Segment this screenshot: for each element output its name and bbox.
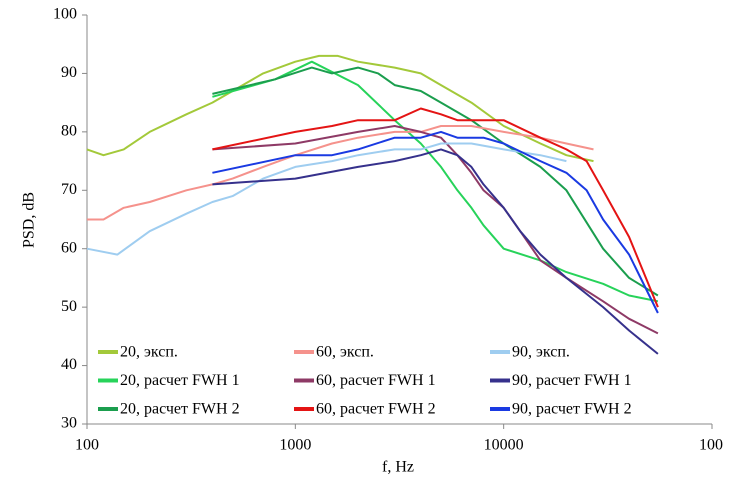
- x-tick-label: 10000: [484, 437, 524, 454]
- legend-label: 20, расчет FWH 1: [120, 372, 240, 389]
- y-tick-label: 30: [61, 415, 77, 432]
- y-tick-label: 40: [61, 356, 77, 373]
- series-line: [212, 125, 659, 335]
- x-axis-title: f, Hz: [382, 459, 414, 476]
- x-tick-label: 100: [699, 437, 723, 454]
- series-line: [87, 125, 594, 221]
- legend-label: 60, расчет FWH 1: [316, 372, 436, 389]
- legend-label: 90, расчет FWH 1: [512, 372, 632, 389]
- y-tick-label: 70: [61, 181, 77, 198]
- legend-label: 20, расчет FWH 2: [120, 401, 240, 418]
- y-tick-label: 90: [61, 64, 77, 81]
- y-axis-title: PSD, dB: [21, 192, 38, 248]
- series-line: [212, 107, 659, 308]
- series-line: [212, 66, 659, 297]
- legend-label: 90, расчет FWH 2: [512, 401, 632, 418]
- series-line: [86, 54, 594, 163]
- y-tick-label: 100: [53, 6, 77, 23]
- y-tick-label: 60: [61, 239, 77, 256]
- series-line: [212, 130, 659, 314]
- series-line: [86, 142, 567, 256]
- y-tick-label: 80: [61, 123, 77, 140]
- series-line: [212, 148, 659, 355]
- series-line: [212, 60, 659, 303]
- legend-label: 60, эксп.: [316, 344, 374, 361]
- x-tick-label: 1000: [279, 437, 311, 454]
- legend-label: 90, эксп.: [512, 344, 570, 361]
- y-tick-label: 50: [61, 298, 77, 315]
- legend-label: 20, эксп.: [120, 344, 178, 361]
- x-tick-label: 100: [75, 437, 99, 454]
- legend-label: 60, расчет FWH 2: [316, 401, 436, 418]
